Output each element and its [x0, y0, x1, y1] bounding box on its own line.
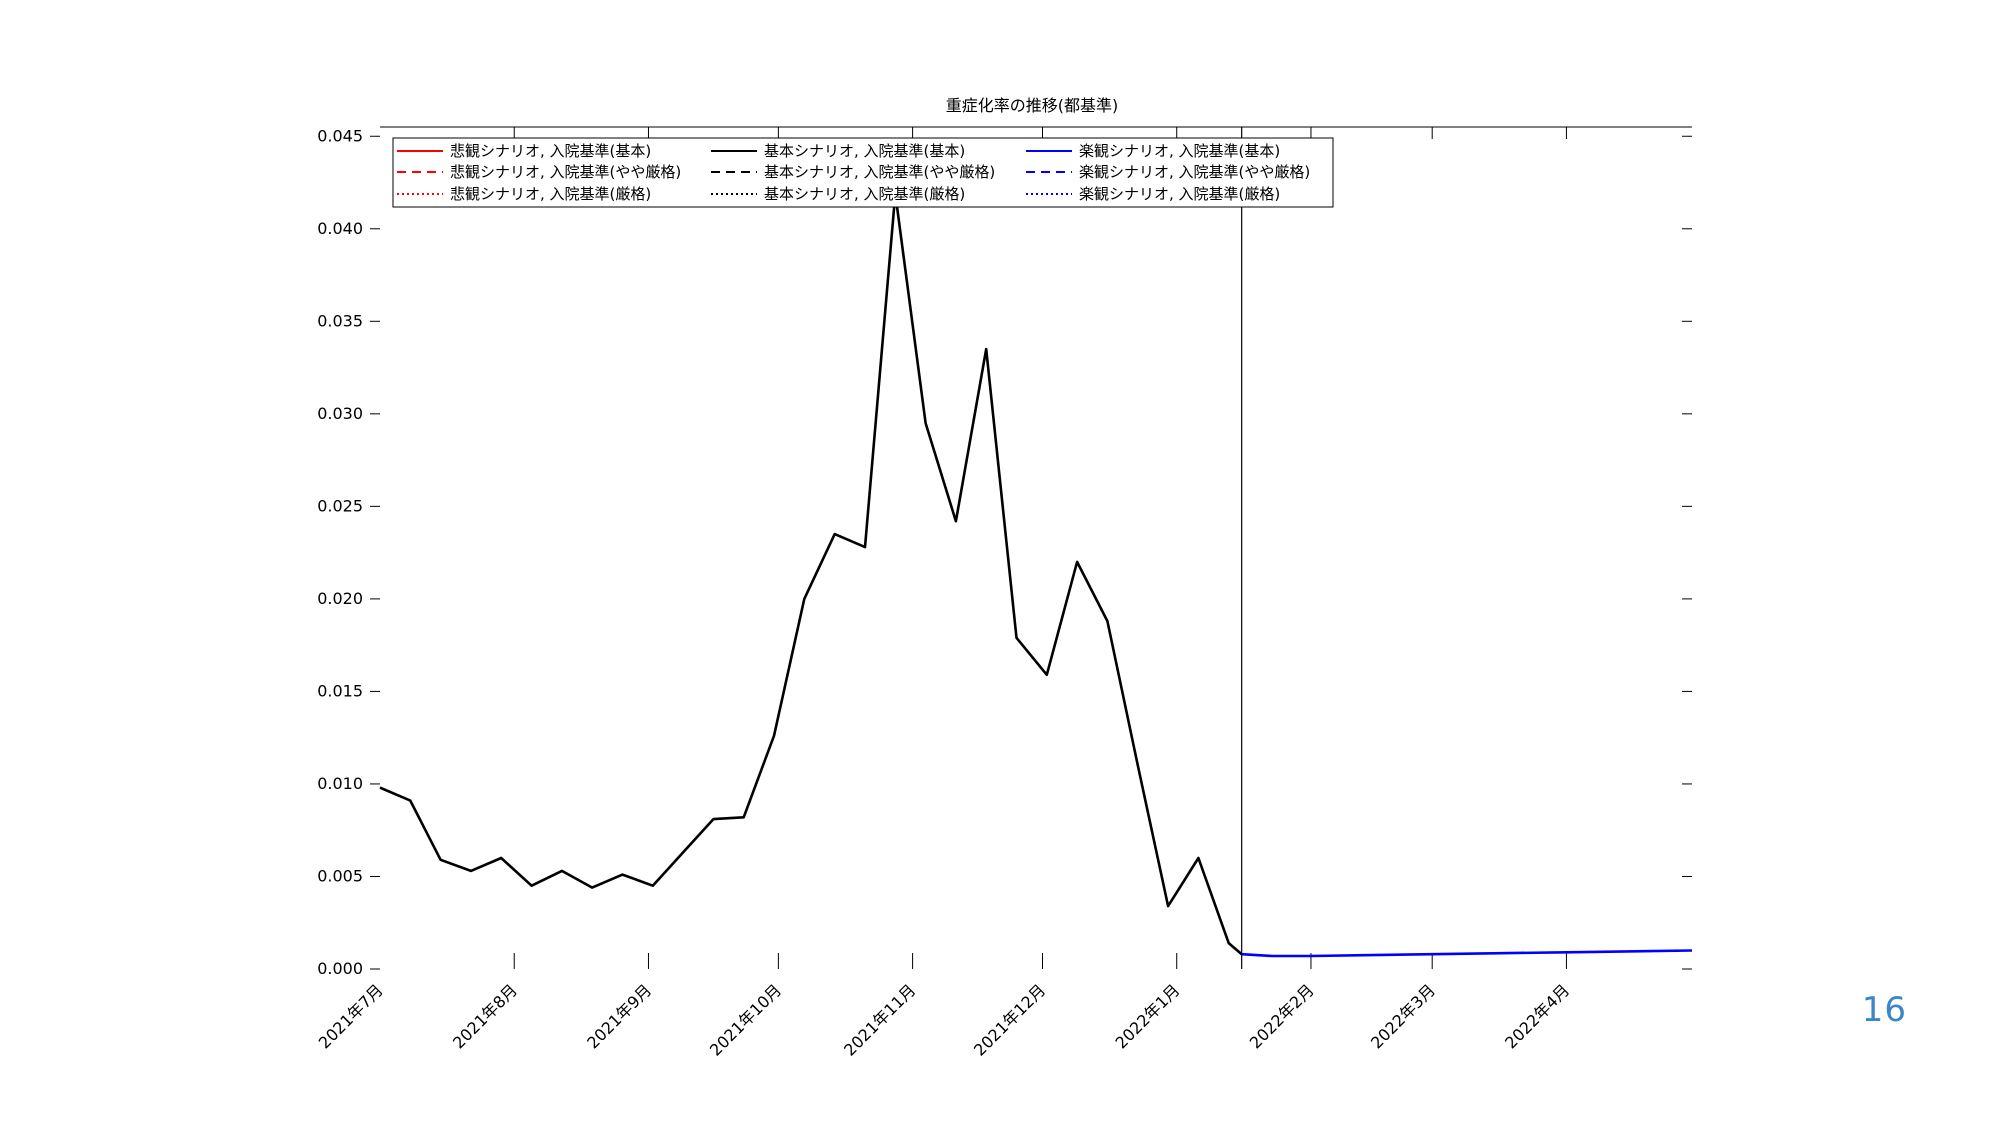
y-tick-label: 0.010 [317, 774, 363, 793]
y-tick-label: 0.030 [317, 404, 363, 423]
legend-label: 基本シナリオ, 入院基準(基本) [764, 142, 965, 160]
legend: 悲観シナリオ, 入院基準(基本) 基本シナリオ, 入院基準(基本) 楽観シナリオ, … [392, 137, 1334, 208]
chart-title: 重症化率の推移(都基準) [946, 96, 1119, 115]
legend-label: 基本シナリオ, 入院基準(やや厳格) [764, 163, 995, 181]
legend-label: 楽観シナリオ, 入院基準(やや厳格) [1079, 163, 1310, 181]
y-tick-label: 0.035 [317, 311, 363, 330]
x-tick-label: 2021年7月 [315, 980, 387, 1052]
x-tick-label: 2021年10月 [706, 980, 785, 1059]
legend-box [392, 137, 1334, 208]
axes: 0.000 0.005 0.010 0.015 0.020 0.025 0.030 0.035… [315, 126, 1692, 1060]
x-tick-label: 2021年11月 [840, 980, 919, 1059]
x-tick-label: 2022年2月 [1246, 980, 1318, 1052]
x-tick-label: 2021年12月 [970, 980, 1049, 1059]
x-tick-label: 2021年8月 [449, 980, 521, 1052]
x-tick-label: 2021年9月 [583, 980, 655, 1052]
y-tick-label: 0.040 [317, 219, 363, 238]
legend-label: 楽観シナリオ, 入院基準(厳格) [1079, 185, 1280, 203]
y-tick-label: 0.045 [317, 126, 363, 145]
plot-area [379, 192, 1693, 958]
legend-label: 楽観シナリオ, 入院基準(基本) [1079, 142, 1280, 160]
y-tick-label: 0.000 [317, 959, 363, 978]
x-tick-label: 2022年3月 [1367, 980, 1439, 1052]
legend-label: 悲観シナリオ, 入院基準(厳格) [450, 185, 651, 203]
series-line-0 [379, 192, 1243, 956]
y-tick-label: 0.015 [317, 681, 363, 700]
x-tick-label: 2022年4月 [1501, 980, 1573, 1052]
y-tick-label: 0.025 [317, 496, 363, 515]
series-line-1 [1241, 949, 1693, 958]
page-number: 16 [1861, 990, 1907, 1030]
legend-label: 悲観シナリオ, 入院基準(基本) [450, 142, 651, 160]
x-tick-label: 2022年1月 [1111, 980, 1183, 1052]
y-tick-label: 0.020 [317, 589, 363, 608]
y-tick-label: 0.005 [317, 866, 363, 885]
legend-label: 悲観シナリオ, 入院基準(やや厳格) [450, 163, 681, 181]
legend-label: 基本シナリオ, 入院基準(厳格) [764, 185, 965, 203]
